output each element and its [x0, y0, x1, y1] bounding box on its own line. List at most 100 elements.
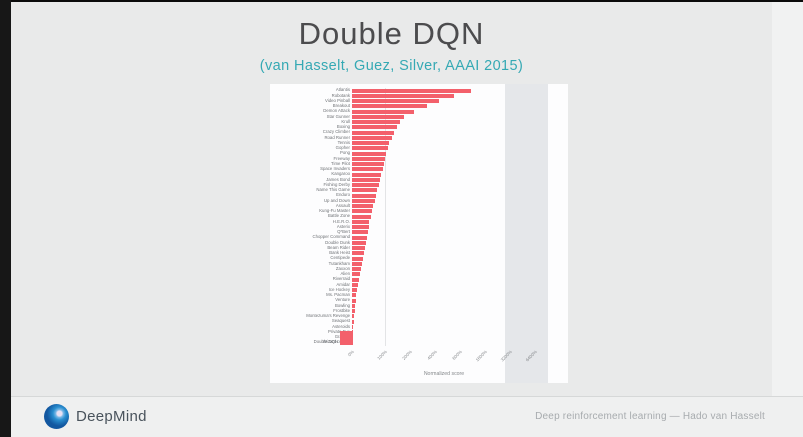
score-bar [352, 267, 361, 272]
chart-row: Tennis [338, 140, 558, 146]
chart-row: Asteroids [332, 324, 558, 329]
chart-row: Fishing Derby [323, 182, 558, 188]
chart-row: Zaxxon [336, 266, 558, 272]
legend-label: Double DQN [313, 339, 338, 344]
score-bar [352, 214, 371, 219]
game-label: Atlantis [335, 87, 350, 93]
game-label: Montezuma's Revenge [306, 313, 350, 319]
game-label: Road Runner [324, 134, 350, 140]
chart-row: Double Dunk [325, 240, 558, 245]
game-label: Alien [340, 271, 350, 277]
chart-row: Chopper Command [313, 235, 558, 240]
game-label: Centipede [330, 255, 350, 261]
x-tick-label: 100% [376, 349, 388, 361]
score-bar [352, 319, 354, 324]
game-label: Bowling [334, 302, 350, 308]
game-label: Star Gunner [326, 113, 350, 119]
score-bar [352, 219, 370, 224]
score-bar [352, 183, 379, 188]
chart-row: Asterix [337, 224, 558, 230]
game-label: Video Pinball [324, 97, 350, 103]
game-label: Asteroids [332, 323, 350, 329]
chart-row: Pong [340, 151, 558, 156]
score-bar [352, 309, 355, 314]
chart-row: Enduro [336, 193, 558, 198]
score-bar [352, 298, 356, 303]
game-label: Ice Hockey [328, 286, 350, 292]
chart-row: Frostbite [333, 308, 558, 314]
score-bar [352, 156, 385, 161]
score-bar [352, 135, 392, 140]
score-bar [352, 261, 362, 266]
game-label: Krull [341, 118, 350, 124]
score-bar [352, 88, 472, 93]
chart-row: Crazy Climber [323, 130, 558, 135]
game-label: Up and Down [323, 197, 350, 203]
score-bar [352, 251, 364, 256]
chart-row: Ms. Pacman [326, 292, 558, 298]
chart-row: Bowling [335, 303, 558, 308]
left-black-bar [0, 0, 11, 437]
chart-row: Atlantis [336, 88, 558, 93]
score-bar [352, 99, 440, 104]
x-tick-label: 1600% [474, 349, 488, 363]
chart-row: Time Pilot [331, 161, 558, 167]
game-label: Space Invaders [320, 166, 350, 172]
chart-row: Seaquest [332, 319, 558, 324]
score-bar [352, 272, 360, 277]
game-label: Ms. Pacman [326, 292, 350, 298]
x-tick-label: 0% [346, 349, 355, 358]
chart-row: Star Gunner [327, 114, 558, 119]
reference-line-100pct [385, 88, 386, 346]
game-label: Amidar [336, 281, 350, 287]
game-label: James Bond [326, 176, 350, 182]
slide-citation: (van Hasselt, Guez, Silver, AAAI 2015) [259, 58, 524, 74]
score-bar [352, 193, 377, 198]
chart-row: Name This Game [316, 187, 558, 193]
chart-legend: Double DQN [270, 331, 353, 345]
footer-credit: Deep reinforcement learning — Hado van H… [535, 411, 765, 422]
score-bar [352, 125, 398, 130]
chart-row: Space Invaders [320, 166, 558, 172]
chart-row: Kangaroo [331, 172, 558, 177]
game-label: Pong [339, 150, 350, 156]
slide-title: Double DQN [298, 16, 485, 51]
game-label: Zaxxon [335, 265, 350, 271]
score-bar [352, 167, 383, 172]
score-bar [352, 162, 384, 167]
chart-row: Amidar [336, 282, 558, 287]
score-bar [352, 314, 354, 319]
chart-row: Freeway [334, 156, 558, 161]
game-label: Asterix [336, 223, 350, 229]
game-label: Beam Rider [327, 244, 350, 250]
game-label: Time Pilot [331, 160, 350, 166]
chart-row: Robotank [332, 93, 558, 98]
score-bar [352, 303, 355, 308]
chart-row: Up and Down [324, 198, 558, 203]
projection-artifact-stripe [505, 84, 548, 383]
chart-row: Ice Hockey [329, 287, 558, 293]
score-bar [352, 277, 359, 282]
score-bar [352, 114, 405, 119]
chart-row: Venture [335, 298, 558, 303]
slide-right-margin [772, 0, 803, 437]
chart-row: Beam Rider [327, 245, 558, 251]
game-label: Crazy Climber [322, 129, 350, 135]
score-bar [352, 209, 373, 214]
chart-row: H.E.R.O. [333, 219, 558, 224]
game-label: Enduro [336, 192, 350, 198]
game-label: Chopper Command [312, 234, 351, 240]
score-bar [352, 172, 382, 177]
game-label: Double Dunk [325, 239, 350, 245]
game-label: Fishing Derby [323, 181, 350, 187]
chart-row: Tutankham [329, 261, 558, 266]
score-bar [352, 235, 367, 240]
game-label: Freeway [333, 155, 350, 161]
score-bar [352, 141, 390, 146]
score-bar [352, 104, 427, 109]
x-tick-label: 800% [451, 349, 463, 361]
game-label: Riverraid [332, 276, 350, 282]
score-bar [352, 256, 363, 261]
game-label: H.E.R.O. [332, 218, 350, 224]
footer-bar: DeepMind Deep reinforcement learning — H… [0, 396, 803, 437]
